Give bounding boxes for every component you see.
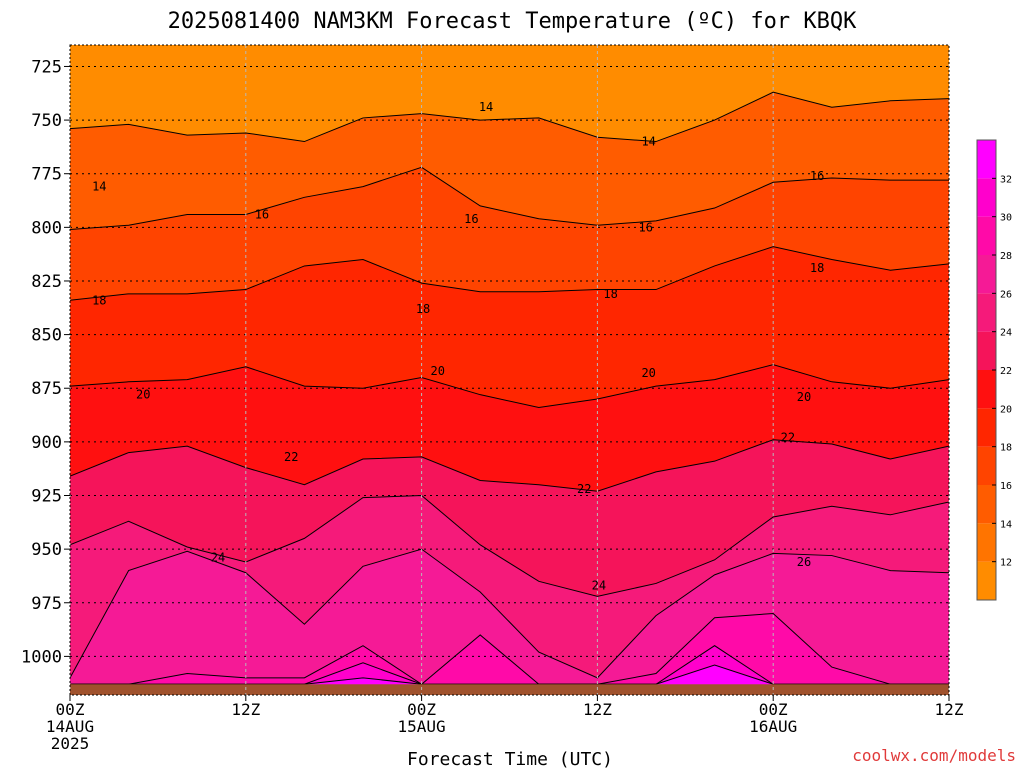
isotherm-24 xyxy=(70,494,949,597)
y-tick-label: 975 xyxy=(31,594,62,614)
colorbar-swatch xyxy=(977,331,996,370)
x-tick-label: 16AUG xyxy=(749,717,797,736)
ground-surface xyxy=(70,684,949,695)
isotherm-28 xyxy=(70,612,949,685)
contour-label-26: 26 xyxy=(797,555,811,569)
x-tick-label: 12Z xyxy=(583,700,612,719)
contour-label-22: 22 xyxy=(781,431,795,445)
colorbar-tick-label: 16 xyxy=(1000,481,1012,492)
contour-label-14: 14 xyxy=(479,100,493,114)
credit-link[interactable]: coolwx.com/models xyxy=(852,746,1016,765)
y-tick-label: 725 xyxy=(31,57,62,77)
x-axis-label: Forecast Time (UTC) xyxy=(407,749,613,768)
y-tick-label: 900 xyxy=(31,433,62,453)
contour-label-18: 18 xyxy=(603,287,617,301)
colorbar-swatch xyxy=(977,216,996,255)
contour-label-18: 18 xyxy=(92,293,106,307)
colorbar-tick-label: 22 xyxy=(1000,366,1012,377)
colorbar-swatch xyxy=(977,446,996,485)
x-tick-label: 15AUG xyxy=(398,717,446,736)
contour-label-24: 24 xyxy=(211,551,225,565)
colorbar-tick-label: 20 xyxy=(1000,404,1012,415)
y-axis-ticks: 725 750 775 800 825 850 875 900 925 950 975 1000 xyxy=(21,57,70,667)
contour-label-16: 16 xyxy=(810,169,824,183)
contour-label-16: 16 xyxy=(464,212,478,226)
y-tick-label: 825 xyxy=(31,272,62,292)
x-tick-label: 00Z xyxy=(407,700,436,719)
colorbar-tick-label: 32 xyxy=(1000,174,1012,185)
y-tick-label: 800 xyxy=(31,218,62,238)
colorbar-swatch xyxy=(977,178,996,217)
contour-label-20: 20 xyxy=(797,390,811,404)
contour-label-18: 18 xyxy=(416,302,430,316)
x-tick-label: 12Z xyxy=(935,700,964,719)
colorbar-tick-label: 12 xyxy=(1000,558,1012,569)
x-tick-label: 00Z xyxy=(56,700,85,719)
isotherm-16 xyxy=(70,166,949,230)
contour-label-14: 14 xyxy=(92,180,106,194)
grid-lines xyxy=(70,45,949,695)
y-tick-label: 850 xyxy=(31,326,62,346)
y-tick-label: 1000 xyxy=(21,647,62,667)
y-tick-label: 750 xyxy=(31,111,62,131)
ground-surface-fill xyxy=(70,684,949,695)
colorbar-swatch xyxy=(977,293,996,332)
isotherm-20 xyxy=(70,364,949,409)
colorbar-tick-label: 30 xyxy=(1000,213,1012,224)
colorbar: 12 14 16 18 20 22 24 26 28 30 32 xyxy=(976,139,1012,601)
colorbar-swatch xyxy=(977,523,996,562)
x-tick-label: 14AUG xyxy=(46,717,94,736)
contour-label-22: 22 xyxy=(284,450,298,464)
colorbar-tick-label: 24 xyxy=(1000,328,1012,339)
isotherm-14 xyxy=(70,91,949,143)
colorbar-tick-label: 26 xyxy=(1000,289,1012,300)
colorbar-swatch xyxy=(977,485,996,524)
colorbar-swatch xyxy=(977,140,996,179)
temperature-fill-layer xyxy=(70,45,949,695)
colorbar-tick-label: 28 xyxy=(1000,251,1012,262)
contour-label-20: 20 xyxy=(641,366,655,380)
y-tick-label: 775 xyxy=(31,165,62,185)
colorbar-swatch xyxy=(977,370,996,409)
contour-labels: 14 14 14 16 16 16 16 18 18 18 18 20 20 20 20 22 22 22 24 24… xyxy=(92,100,824,592)
contour-label-20: 20 xyxy=(430,364,444,378)
contour-label-22: 22 xyxy=(577,482,591,496)
colorbar-swatch xyxy=(977,255,996,294)
x-tick-label: 12Z xyxy=(231,700,260,719)
x-tick-label: 00Z xyxy=(759,700,788,719)
colorbar-tick-label: 14 xyxy=(1000,519,1012,530)
colorbar-tick-label: 18 xyxy=(1000,443,1012,454)
isotherm-18 xyxy=(70,246,949,301)
colorbar-swatch xyxy=(977,408,996,447)
chart-title: 2025081400 NAM3KM Forecast Temperature (… xyxy=(168,9,858,34)
contour-label-16: 16 xyxy=(639,220,653,234)
contour-label-24: 24 xyxy=(592,579,606,593)
contour-label-16: 16 xyxy=(255,207,269,221)
isotherm-26 xyxy=(70,548,949,679)
contour-label-14: 14 xyxy=(641,135,655,149)
y-tick-label: 875 xyxy=(31,379,62,399)
x-tick-label: 2025 xyxy=(51,734,90,753)
contour-label-20: 20 xyxy=(136,388,150,402)
contour-label-18: 18 xyxy=(810,261,824,275)
y-tick-label: 925 xyxy=(31,486,62,506)
y-tick-label: 950 xyxy=(31,540,62,560)
plot-frame xyxy=(69,44,950,696)
colorbar-swatch xyxy=(977,561,996,600)
